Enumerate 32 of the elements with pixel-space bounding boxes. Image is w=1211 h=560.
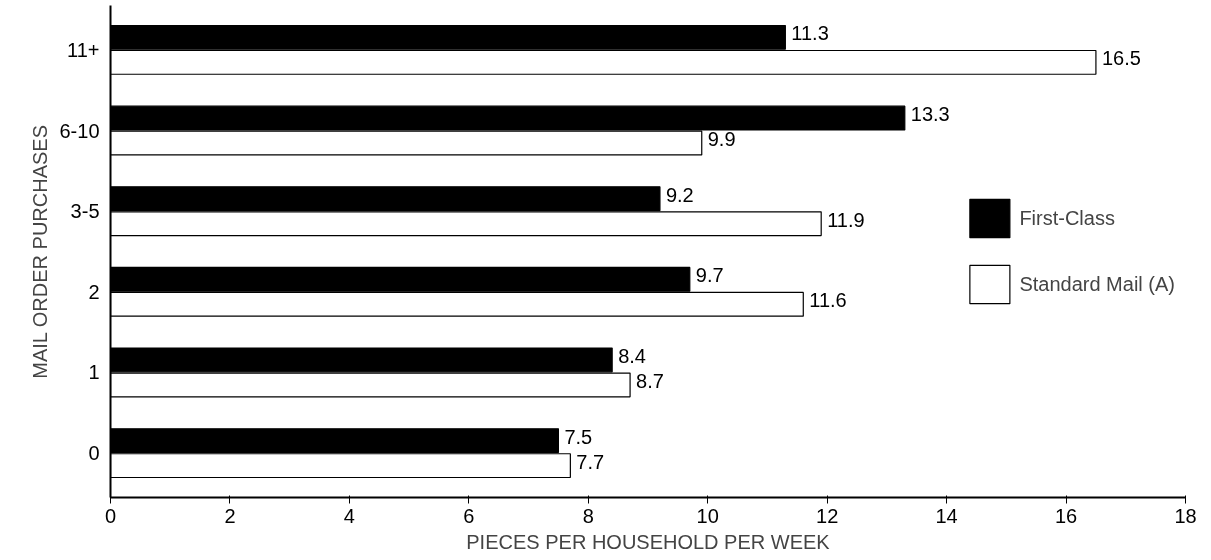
data-label: 9.9 [707, 128, 736, 151]
data-label: 11.3 [791, 22, 829, 45]
y-tick-label: 6-10 [59, 119, 100, 142]
y-axis-title: MAIL ORDER PURCHASES [29, 125, 52, 379]
data-label: 8.7 [636, 369, 664, 392]
y-tick-label: 2 [88, 280, 100, 303]
x-tick-label: 4 [343, 504, 355, 527]
y-tick-label: 0 [88, 442, 100, 465]
data-label: 8.4 [618, 344, 646, 367]
data-label: 9.2 [665, 183, 694, 206]
x-tick-label: 12 [816, 504, 839, 527]
data-label: 7.7 [576, 450, 605, 473]
x-tick-label: 6 [463, 504, 475, 527]
y-tick-label: 11+ [67, 38, 100, 61]
x-axis-title: PIECES PER HOUSEHOLD PER WEEK [466, 530, 831, 553]
x-tick-label: 8 [582, 504, 594, 527]
x-tick-label: 0 [104, 504, 117, 527]
y-tick-label: 1 [88, 361, 100, 384]
x-tick-label: 18 [1174, 504, 1197, 527]
data-label: 7.5 [564, 425, 593, 448]
data-label: 13.3 [910, 103, 950, 126]
legend-label: Standard Mail (A) [1019, 272, 1175, 296]
x-tick-label: 2 [224, 504, 236, 527]
data-label: 9.7 [695, 264, 724, 287]
x-tick-label: 14 [935, 504, 958, 527]
y-tick-label: 3-5 [70, 200, 100, 223]
data-label: 11.6 [809, 289, 847, 312]
data-label: 11.9 [827, 208, 865, 231]
x-tick-label: 10 [696, 504, 719, 527]
data-label: 16.5 [1101, 47, 1141, 70]
x-tick-label: 16 [1054, 504, 1078, 527]
legend-label: First-Class [1019, 206, 1115, 230]
